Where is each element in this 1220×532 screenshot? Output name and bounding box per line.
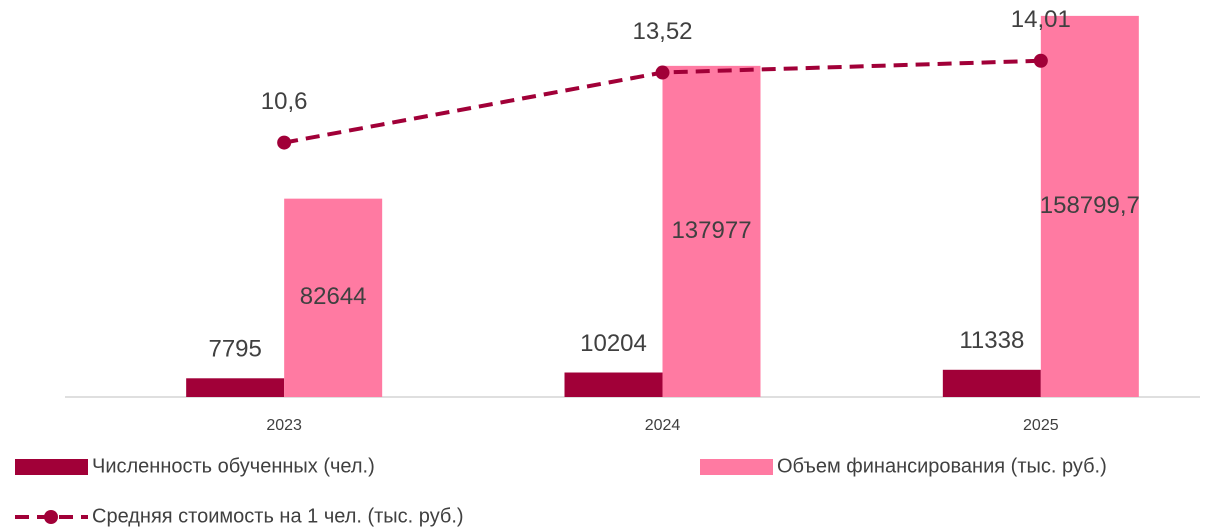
bar: [942, 369, 1041, 397]
data-label: 158799,7: [1040, 192, 1140, 219]
data-label: 7795: [208, 336, 261, 363]
bar: [1040, 15, 1139, 398]
legend-swatch: [15, 459, 88, 475]
data-label: 10,6: [261, 88, 308, 115]
data-label: 13,52: [632, 18, 692, 45]
line-marker: [277, 135, 292, 150]
legend-marker: [44, 510, 58, 524]
legend-label: Средняя стоимость на 1 чел. (тыс. руб.): [92, 505, 464, 527]
bar: [564, 372, 663, 397]
x-tick-label: 2023: [266, 417, 302, 434]
line-marker: [655, 65, 670, 80]
x-tick-label: 2025: [1023, 417, 1059, 434]
bar: [662, 65, 761, 398]
bar: [186, 378, 285, 397]
data-label: 11338: [959, 327, 1024, 354]
data-label: 10204: [580, 330, 647, 357]
line-marker: [1033, 53, 1048, 68]
data-label: 14,01: [1011, 6, 1071, 33]
legend-swatch: [700, 459, 773, 475]
data-label: 82644: [300, 283, 367, 310]
x-tick-label: 2024: [645, 417, 681, 434]
legend-label: Численность обученных (чел.): [92, 455, 375, 477]
data-label: 137977: [671, 217, 751, 244]
legend-label: Объем финансирования (тыс. руб.): [777, 455, 1107, 477]
bar: [284, 198, 383, 397]
